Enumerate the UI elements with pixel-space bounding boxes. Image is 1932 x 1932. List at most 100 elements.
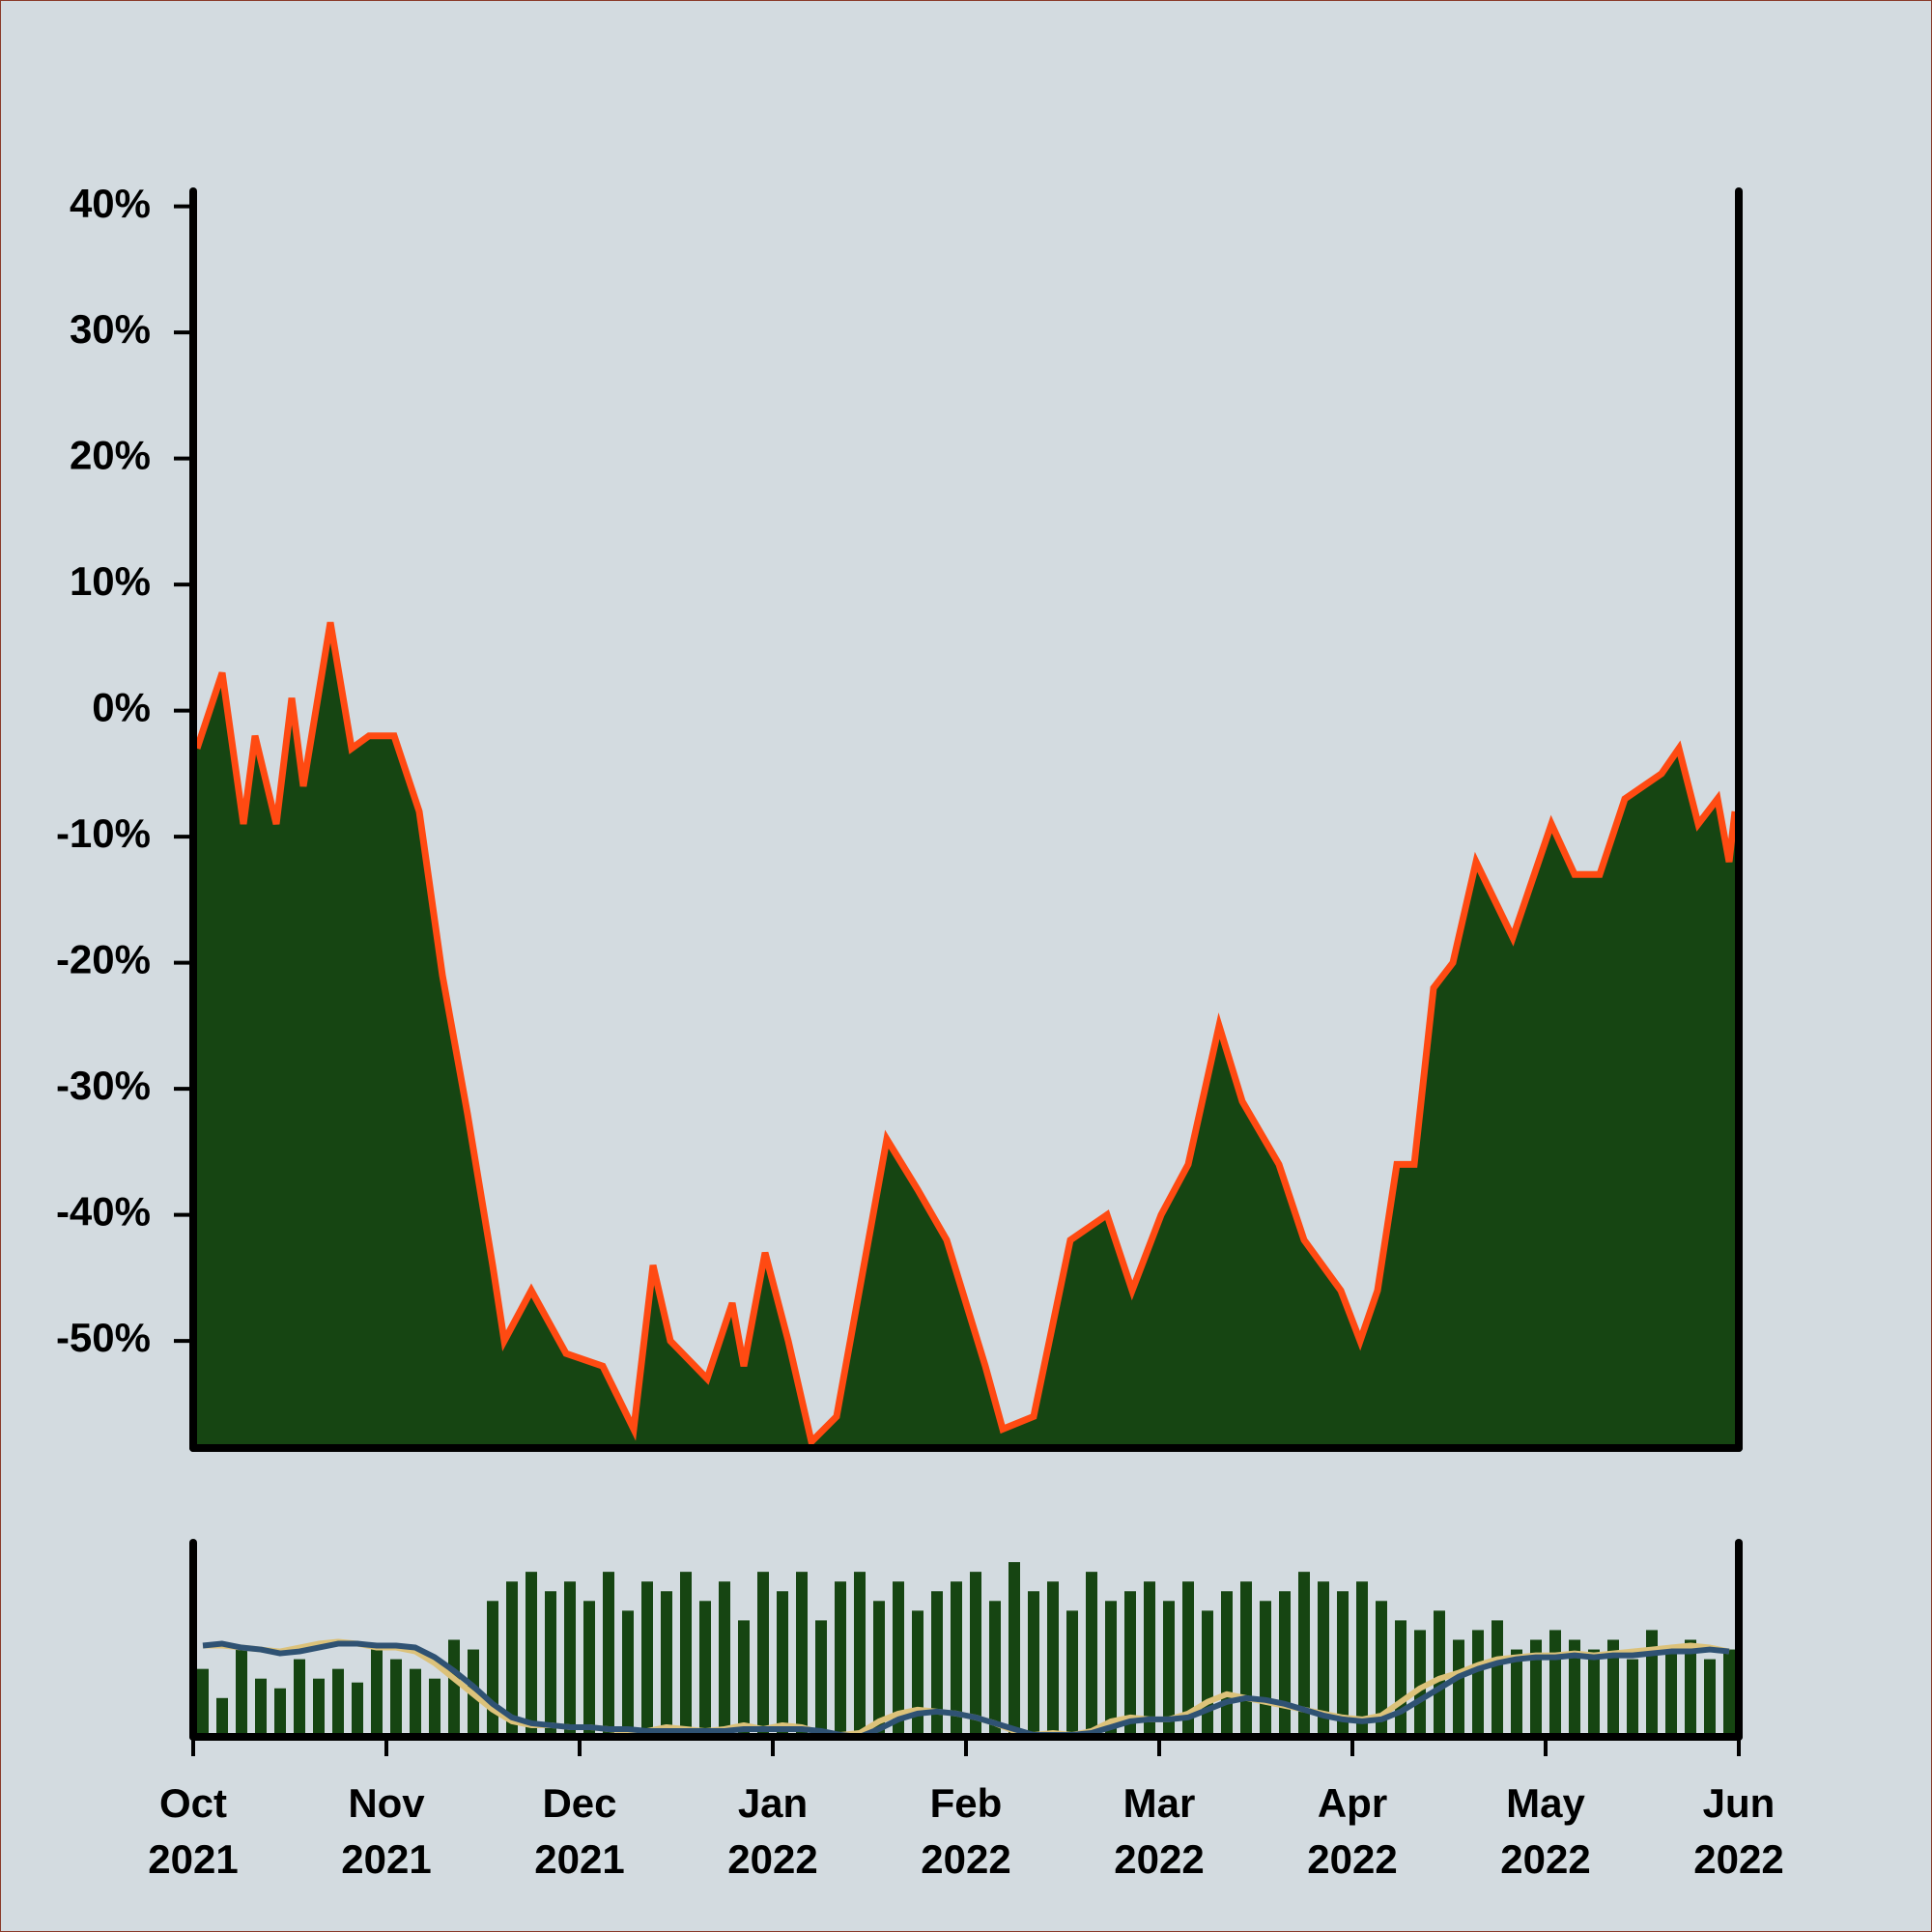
volume-bar [216,1697,228,1737]
volume-bar [1279,1591,1291,1737]
volume-bar [1086,1572,1097,1737]
volume-bar [989,1601,1001,1737]
y-tick-label: 10% [70,558,151,604]
volume-bar [1414,1630,1426,1737]
volume-bar [854,1572,866,1737]
volume-bar [931,1591,943,1737]
average-line [202,1640,1730,1740]
volume-bar [757,1572,769,1737]
volume-bar [487,1601,498,1737]
volume-bar [1569,1639,1580,1737]
volume-bar [1665,1649,1677,1737]
volume-bar [1492,1620,1503,1737]
y-tick-label: -30% [56,1063,151,1108]
x-tick-label: Feb 2022 [921,1780,1011,1882]
volume-bar [1472,1630,1484,1737]
volume-bar [1240,1581,1252,1737]
volume-bar [1124,1591,1136,1737]
volume-bar [1549,1630,1561,1737]
volume-bar [1318,1581,1329,1737]
volume-bar [352,1682,363,1737]
price-line [193,621,1739,1449]
volume-bar [893,1581,904,1737]
volume-bar [912,1610,923,1737]
volume-bar [1221,1591,1233,1737]
volume-bar [1434,1610,1445,1737]
volume-bar [313,1678,325,1737]
y-tick-label: 0% [92,685,151,730]
volume-bar [1376,1601,1387,1737]
x-tick-label: May 2022 [1500,1780,1591,1882]
volume-bar [970,1572,981,1737]
volume-bar [1511,1649,1522,1737]
y-tick-label: 40% [70,181,151,226]
volume-bar [332,1668,344,1737]
volume-bar [564,1581,576,1737]
volume-bar [1182,1581,1194,1737]
volume-bar [197,1668,209,1737]
volume-bar [545,1591,556,1737]
y-tick-label: -10% [56,810,151,856]
volume-bar [699,1601,711,1737]
volume-bar [1588,1649,1600,1737]
volume-bar [371,1649,383,1737]
volume-bar [429,1678,440,1737]
volume-bar [1047,1581,1059,1737]
volume-bar [1163,1601,1175,1737]
volume-bar [661,1591,672,1737]
volume-bar [951,1581,962,1737]
volume-bar [1028,1591,1039,1737]
x-tick-label: Dec 2021 [534,1780,625,1882]
volume-bar [294,1659,305,1737]
volume-bar [1356,1581,1368,1737]
volume-bar [603,1572,614,1737]
x-tick-label: Nov 2021 [341,1780,432,1882]
x-tick-label: Oct 2021 [148,1780,239,1882]
y-tick-label: -40% [56,1189,151,1235]
volume-bar [622,1610,634,1737]
volume-bar [274,1688,286,1737]
volume-bar [410,1668,421,1737]
volume-bar [1105,1601,1117,1737]
volume-bar [1298,1572,1310,1737]
volume-bar [1704,1659,1716,1737]
volume-bar [1453,1639,1464,1737]
volume-bar [1646,1630,1658,1737]
volume-bar [255,1678,267,1737]
volume-bar [680,1572,692,1737]
volume-bar [796,1572,808,1737]
volume-bar [1627,1659,1638,1737]
volume-bar [1685,1639,1696,1737]
x-tick-label: Jan 2022 [727,1780,818,1882]
volume-bar [835,1581,846,1737]
volume-bar [448,1639,460,1737]
x-tick-label: Jun 2022 [1693,1780,1784,1882]
volume-bar [641,1581,653,1737]
volume-bar [1202,1610,1213,1737]
volume-bar [1337,1591,1349,1737]
y-tick-label: 30% [70,306,151,352]
volume-bar [236,1649,247,1737]
volume-bar [738,1620,750,1737]
volume-bar [1395,1620,1406,1737]
volume-bar [1009,1562,1020,1737]
volume-bar [506,1581,518,1737]
x-tick-label: Mar 2022 [1114,1780,1205,1882]
area [197,622,1735,1448]
y-tick-label: -20% [56,937,151,982]
volume-bar [815,1620,827,1737]
y-tick-label: 20% [70,433,151,478]
y-tick-label: -50% [56,1315,151,1360]
volume-bar [1723,1649,1735,1737]
volume-bar [873,1601,885,1737]
volume-bar [719,1581,730,1737]
volume-bar [777,1591,788,1737]
volume-bar [583,1601,595,1737]
volume-bar [390,1659,402,1737]
volume-bar [1144,1581,1155,1737]
volume-bar [1530,1639,1542,1737]
volume-bar [526,1572,537,1737]
volume-bar [1066,1610,1078,1737]
